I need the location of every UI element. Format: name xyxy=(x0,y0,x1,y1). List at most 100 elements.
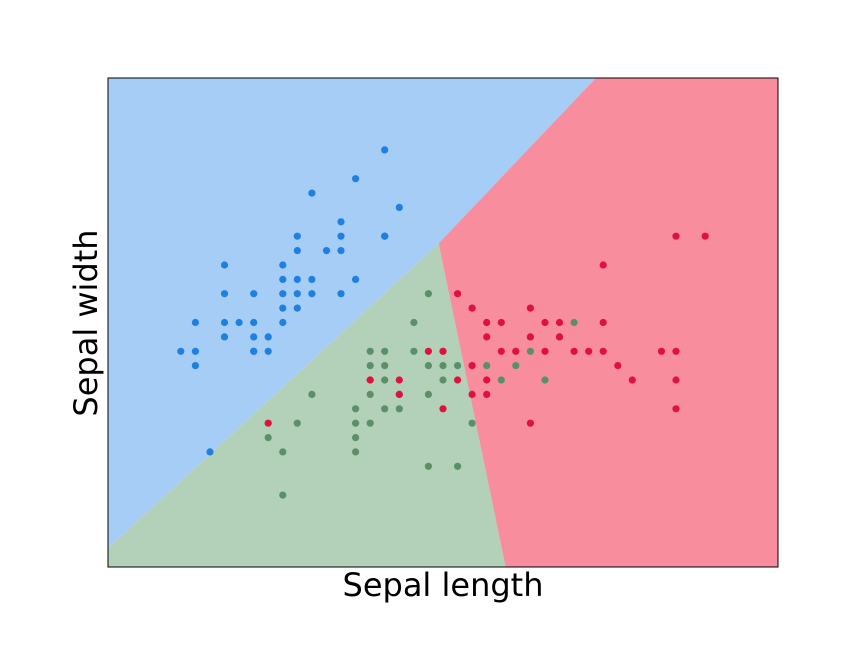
data-point-class-0-13 xyxy=(250,290,258,298)
data-point-class-2-10 xyxy=(468,362,476,370)
data-point-class-2-19 xyxy=(526,304,535,312)
data-point-class-1-39 xyxy=(526,347,535,355)
data-point-class-2-35 xyxy=(672,347,680,355)
data-point-class-1-6 xyxy=(352,434,360,442)
data-point-class-0-36 xyxy=(352,175,360,183)
data-point-class-0-40 xyxy=(381,232,389,240)
data-point-class-2-27 xyxy=(585,347,593,355)
data-point-class-1-24 xyxy=(424,362,432,370)
data-point-class-1-36 xyxy=(497,376,505,384)
data-point-class-0-33 xyxy=(337,232,345,240)
data-point-class-1-20 xyxy=(410,347,418,355)
plot-area xyxy=(107,77,779,568)
data-point-class-1-3 xyxy=(308,390,316,398)
data-point-class-2-24 xyxy=(555,333,564,341)
data-point-class-1-22 xyxy=(424,462,432,470)
data-point-class-1-29 xyxy=(454,462,462,470)
data-point-class-2-18 xyxy=(512,347,520,355)
data-point-class-2-38 xyxy=(701,232,709,240)
data-point-class-1-31 xyxy=(468,419,476,427)
data-point-class-0-0 xyxy=(191,362,199,370)
data-point-class-1-5 xyxy=(352,448,360,456)
data-point-class-0-34 xyxy=(337,218,345,226)
data-point-class-0-20 xyxy=(279,304,287,312)
data-point-class-2-14 xyxy=(483,390,491,398)
data-point-class-0-8 xyxy=(220,261,229,269)
data-point-class-1-9 xyxy=(366,390,374,398)
plot-frame xyxy=(107,77,779,568)
data-point-class-1-8 xyxy=(352,405,360,413)
data-point-class-0-3 xyxy=(191,318,199,327)
data-point-class-0-24 xyxy=(293,247,301,255)
data-point-class-1-17 xyxy=(381,347,389,355)
data-point-class-0-37 xyxy=(381,146,389,154)
data-point-class-2-32 xyxy=(628,376,636,384)
data-point-class-0-6 xyxy=(220,318,229,327)
data-point-class-0-31 xyxy=(337,290,345,298)
data-point-class-1-14 xyxy=(381,376,389,384)
data-point-class-1-30 xyxy=(454,362,462,370)
data-point-class-2-2 xyxy=(395,390,403,398)
data-point-class-0-11 xyxy=(250,333,258,341)
data-point-class-0-9 xyxy=(235,318,243,327)
data-point-class-2-6 xyxy=(439,405,447,413)
data-point-class-2-30 xyxy=(599,347,607,355)
data-point-class-2-9 xyxy=(468,304,476,312)
scatter-points xyxy=(177,146,709,499)
x-axis-label: Sepal length xyxy=(343,566,544,604)
data-point-class-2-23 xyxy=(541,347,549,355)
data-point-class-2-15 xyxy=(483,333,491,341)
data-point-class-1-27 xyxy=(439,362,447,370)
y-axis-label: Sepal width xyxy=(67,229,105,416)
data-point-class-0-19 xyxy=(279,261,287,269)
data-point-class-1-41 xyxy=(541,376,549,384)
data-point-class-2-5 xyxy=(439,347,447,355)
data-point-class-2-22 xyxy=(541,318,549,327)
data-point-class-1-7 xyxy=(352,419,360,427)
data-point-class-1-19 xyxy=(395,405,403,413)
data-point-class-2-4 xyxy=(424,347,432,355)
data-point-class-1-16 xyxy=(381,362,389,370)
decision-region-class-2 xyxy=(438,78,778,567)
decision-region-class-1 xyxy=(108,243,506,567)
data-point-class-0-4 xyxy=(206,448,214,456)
data-point-class-0-18 xyxy=(279,275,287,283)
data-point-class-2-16 xyxy=(497,318,505,327)
data-point-class-1-2 xyxy=(279,491,287,499)
data-point-class-0-27 xyxy=(308,290,316,298)
data-point-class-1-4 xyxy=(293,419,301,427)
data-point-class-2-7 xyxy=(454,290,462,298)
data-point-class-2-25 xyxy=(555,318,564,327)
data-point-class-1-0 xyxy=(264,434,272,442)
data-point-class-2-0 xyxy=(264,419,272,427)
data-point-class-2-26 xyxy=(570,347,578,355)
data-point-class-0-25 xyxy=(293,232,301,240)
data-point-class-2-29 xyxy=(599,318,607,327)
data-point-class-1-21 xyxy=(410,318,418,327)
data-point-class-2-1 xyxy=(366,376,374,384)
data-point-class-0-32 xyxy=(337,247,345,255)
data-point-class-0-14 xyxy=(250,347,258,355)
data-point-class-0-29 xyxy=(308,189,316,197)
decision-region-class-0 xyxy=(108,78,596,549)
data-point-class-2-20 xyxy=(526,333,535,341)
data-point-class-0-15 xyxy=(264,347,272,355)
data-point-class-0-16 xyxy=(264,333,272,341)
data-point-class-2-36 xyxy=(672,376,680,384)
data-point-class-2-31 xyxy=(614,362,622,370)
data-point-class-0-21 xyxy=(279,318,287,327)
data-point-class-0-28 xyxy=(308,275,316,283)
data-point-class-0-1 xyxy=(191,347,199,355)
data-point-class-2-12 xyxy=(483,318,491,327)
data-point-class-0-26 xyxy=(293,290,301,298)
data-point-class-2-33 xyxy=(657,347,666,355)
data-point-class-1-26 xyxy=(439,376,447,384)
data-point-class-2-21 xyxy=(526,419,535,427)
data-point-class-0-35 xyxy=(352,275,360,283)
data-point-class-0-39 xyxy=(395,203,403,211)
data-point-class-1-23 xyxy=(424,390,432,398)
data-point-class-0-12 xyxy=(250,318,258,327)
data-point-class-1-43 xyxy=(570,318,578,327)
data-point-class-0-22 xyxy=(293,304,301,312)
